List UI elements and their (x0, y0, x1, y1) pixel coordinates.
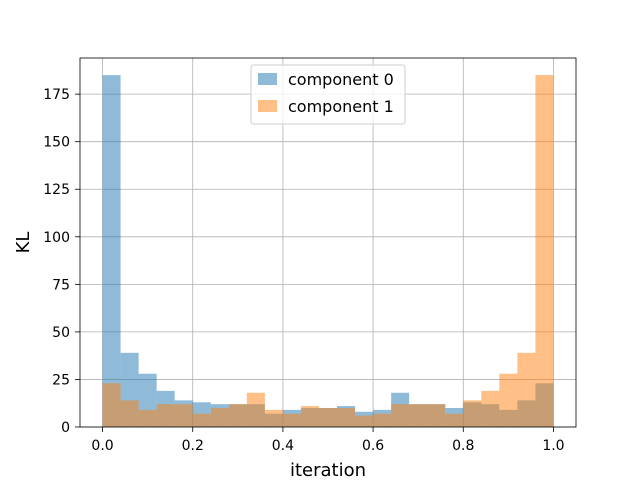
x-tick-label: 0.4 (272, 438, 294, 454)
bar-component-1 (391, 404, 410, 427)
bar-component-1 (300, 406, 319, 427)
legend-swatch-component-0 (258, 73, 277, 85)
bar-component-1 (120, 400, 139, 427)
bar-component-1 (463, 400, 482, 427)
y-tick-label: 175 (43, 87, 70, 103)
x-axis-label: iteration (290, 460, 366, 480)
bar-component-1 (246, 392, 265, 427)
bar-component-1 (481, 390, 500, 427)
legend-label-component-0: component 0 (288, 70, 394, 89)
y-tick-label: 0 (61, 420, 70, 436)
bar-component-1 (427, 404, 446, 427)
bar-component-1 (102, 383, 121, 427)
y-tick-label: 125 (43, 182, 70, 198)
bar-component-1 (210, 407, 229, 427)
x-tick-label: 1.0 (542, 438, 564, 454)
y-axis-label: KL (13, 232, 34, 254)
bar-component-1 (373, 413, 392, 427)
bar-component-0 (102, 75, 121, 427)
x-tick-label: 0.2 (182, 438, 204, 454)
bar-component-1 (517, 352, 536, 427)
y-tick-label: 100 (43, 230, 70, 246)
bar-component-1 (138, 409, 157, 427)
bar-component-1 (192, 413, 211, 427)
bar-component-1 (156, 404, 175, 427)
y-tick-label: 75 (52, 277, 70, 293)
bar-component-1 (337, 407, 356, 427)
x-tick-label: 0.0 (91, 438, 113, 454)
legend: component 0 component 1 (250, 64, 406, 125)
bar-component-1 (174, 404, 193, 427)
legend-frame (250, 64, 406, 125)
bar-component-1 (318, 407, 338, 427)
bar-component-1 (228, 404, 247, 427)
legend-label-component-1: component 1 (288, 97, 394, 116)
y-tick-label: 150 (43, 135, 70, 151)
bar-component-1 (264, 409, 283, 427)
bar-component-1 (499, 373, 518, 427)
bar-component-1 (409, 404, 428, 427)
bar-component-1 (282, 413, 301, 427)
y-tick-label: 50 (52, 325, 70, 341)
bar-component-1 (445, 413, 464, 427)
x-tick-label: 0.8 (452, 438, 474, 454)
x-tick-label: 0.6 (362, 438, 384, 454)
bar-component-1 (535, 75, 554, 427)
bar-component-1 (355, 415, 374, 427)
plot-frame (79, 57, 577, 428)
legend-swatch-component-1 (258, 100, 277, 112)
axis-ticks: 0.0 0.2 0.4 0.6 0.8 1.0 0 25 50 75 100 125 150 175 (43, 87, 564, 454)
y-tick-label: 25 (52, 372, 70, 388)
bars (102, 75, 554, 427)
